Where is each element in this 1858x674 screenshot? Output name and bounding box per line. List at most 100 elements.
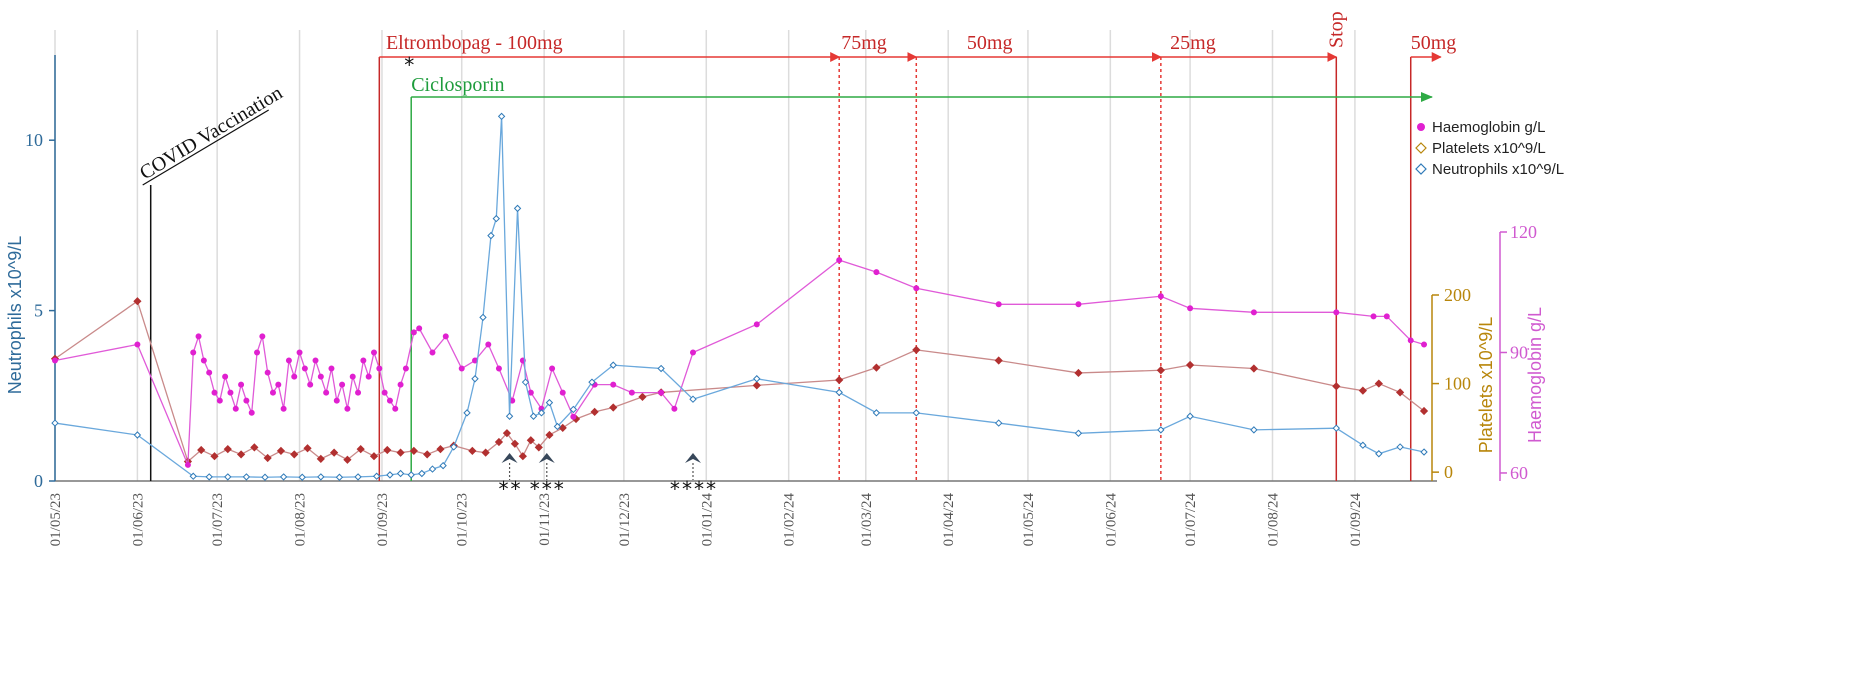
data-point xyxy=(505,412,514,420)
data-point xyxy=(343,455,352,464)
x-tick-label: 01/12/23 xyxy=(617,493,633,546)
legend-entry: Haemoglobin g/L xyxy=(1432,119,1545,136)
data-point xyxy=(553,422,562,431)
left-tick-label: 0 xyxy=(34,471,43,491)
data-point xyxy=(227,389,234,396)
data-point xyxy=(383,445,392,455)
data-point xyxy=(316,454,325,463)
data-point xyxy=(354,473,362,481)
data-point xyxy=(365,373,372,380)
data-point xyxy=(436,445,445,454)
x-tick-label: 01/11/23 xyxy=(537,493,553,546)
data-point xyxy=(1396,443,1404,451)
event-arrowhead xyxy=(538,453,555,463)
data-point xyxy=(492,214,500,223)
data-point xyxy=(1187,305,1194,312)
data-point xyxy=(317,473,325,481)
data-point xyxy=(210,452,219,461)
legend-marker xyxy=(1417,123,1425,131)
data-point xyxy=(250,443,259,452)
data-point xyxy=(355,389,362,396)
data-point xyxy=(296,349,303,356)
dose-label: 50mg xyxy=(1411,32,1457,54)
data-point xyxy=(1074,429,1083,437)
data-point xyxy=(323,389,330,396)
data-point xyxy=(242,473,251,481)
data-point xyxy=(397,381,404,388)
annotations: COVID Vaccination Eltrombopag - 100mg 75mg… xyxy=(136,11,1456,501)
data-point xyxy=(494,437,504,447)
x-tick-label: 01/02/24 xyxy=(782,493,798,547)
data-point xyxy=(658,389,665,396)
data-point xyxy=(263,453,272,463)
haemoglobin-tick-label: 120 xyxy=(1510,222,1537,242)
star-marker: **** xyxy=(669,477,717,501)
data-point xyxy=(261,473,269,481)
data-point xyxy=(206,369,213,376)
data-point xyxy=(232,405,239,412)
data-point xyxy=(1374,379,1383,388)
haemoglobin-tick-label: 60 xyxy=(1510,463,1528,483)
data-point xyxy=(376,365,383,372)
x-tick-label: 01/05/23 xyxy=(48,493,64,546)
data-point xyxy=(410,329,417,336)
platelets-axis-title: Platelets x10^9/L xyxy=(1476,317,1496,454)
data-point xyxy=(254,349,261,356)
data-point xyxy=(298,473,306,481)
data-point xyxy=(243,397,250,404)
data-point xyxy=(1395,388,1405,397)
data-point xyxy=(912,409,920,417)
data-point xyxy=(224,473,232,481)
data-point xyxy=(628,389,635,396)
series-platelets xyxy=(50,297,1429,466)
x-tick-label: 01/03/24 xyxy=(859,493,875,547)
series-line-neutrophils xyxy=(54,116,1425,478)
star-marker: ** xyxy=(498,477,522,501)
data-point xyxy=(463,409,471,417)
data-point xyxy=(1075,301,1082,308)
data-point xyxy=(280,405,287,412)
data-point xyxy=(279,473,288,481)
data-point xyxy=(513,204,522,213)
data-point xyxy=(429,349,436,356)
x-tick-label: 01/09/24 xyxy=(1348,493,1364,547)
series-neutrophils xyxy=(51,112,1428,481)
haemoglobin-tick-label: 90 xyxy=(1510,342,1528,362)
data-point xyxy=(569,405,578,414)
series-line-haemoglobin xyxy=(54,259,1425,466)
x-tick-label: 01/09/23 xyxy=(375,493,391,546)
x-tick-label: 01/04/24 xyxy=(941,493,957,547)
data-point xyxy=(317,373,324,380)
platelets-tick-label: 0 xyxy=(1444,462,1453,482)
legend-entry: Platelets x10^9/L xyxy=(1432,140,1546,157)
data-point xyxy=(537,409,546,417)
data-point xyxy=(423,450,432,459)
ciclosporin-label: Ciclosporin xyxy=(411,74,504,96)
x-tick-label: 01/07/24 xyxy=(1183,493,1199,547)
data-point xyxy=(1333,309,1340,316)
data-point xyxy=(223,445,232,454)
data-point xyxy=(558,423,567,432)
series-haemoglobin xyxy=(52,257,1428,468)
data-point xyxy=(372,472,381,480)
data-point xyxy=(1157,293,1164,300)
data-point xyxy=(913,285,920,292)
data-point xyxy=(1383,313,1390,320)
data-point xyxy=(753,375,761,383)
data-point xyxy=(184,461,191,468)
data-point xyxy=(1359,441,1367,449)
data-point xyxy=(590,407,599,417)
x-tick-label: 01/07/23 xyxy=(210,493,226,546)
platelets-tick-label: 100 xyxy=(1444,374,1471,394)
data-point xyxy=(1250,426,1258,434)
data-point xyxy=(995,301,1002,308)
data-point xyxy=(307,381,314,388)
data-point xyxy=(609,361,617,369)
data-point xyxy=(190,349,197,356)
data-point xyxy=(291,373,298,380)
dose-label: 50mg xyxy=(967,32,1013,54)
data-point xyxy=(360,357,367,364)
data-point xyxy=(369,452,379,461)
data-point xyxy=(468,446,477,455)
data-point xyxy=(994,419,1003,427)
